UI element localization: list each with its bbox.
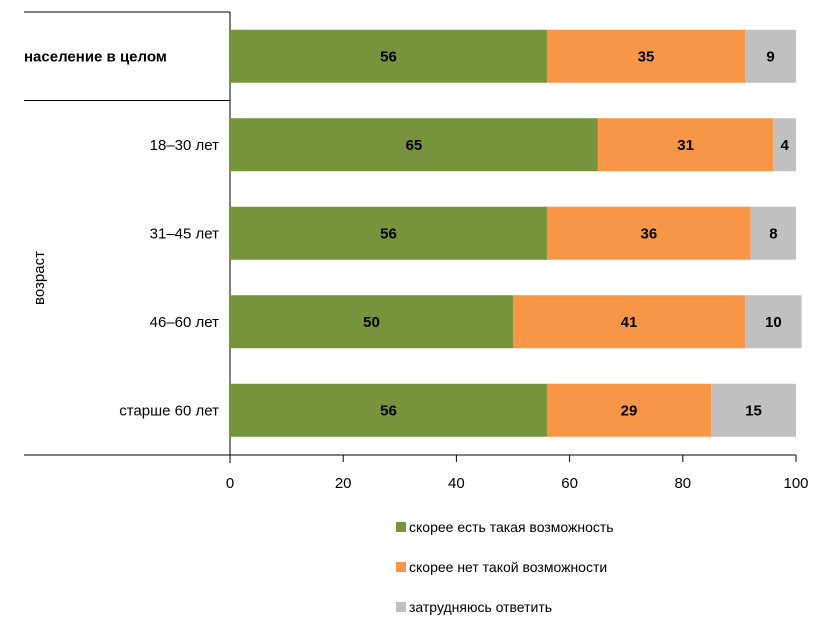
data-label: 56 — [380, 225, 397, 242]
bar-segment — [750, 206, 796, 260]
bar-segment — [597, 118, 774, 172]
bar-segment — [546, 206, 751, 260]
data-label: 9 — [766, 48, 774, 65]
bar-segment — [745, 29, 796, 83]
data-label: 56 — [380, 402, 397, 419]
bar-segment — [745, 295, 802, 349]
bar-segment — [546, 383, 712, 437]
legend-swatch — [396, 522, 406, 532]
x-tick-label: 20 — [335, 475, 352, 492]
bars: 56 35 9 65 31 4 56 36 8 50 41 10 56 29 15 — [230, 29, 802, 437]
data-label: 35 — [638, 48, 655, 65]
data-label: 10 — [765, 314, 782, 331]
category-label: старше 60 лет — [119, 402, 219, 419]
x-tick-label: 80 — [674, 475, 691, 492]
data-label: 15 — [745, 402, 762, 419]
legend-label: скорее нет такой возможности — [409, 559, 607, 575]
x-tick-label: 40 — [448, 475, 465, 492]
category-label: население в целом — [24, 48, 167, 65]
x-tick-label: 60 — [561, 475, 578, 492]
category-label: 31–45 лет — [150, 225, 219, 242]
category-label: 18–30 лет — [150, 137, 219, 154]
legend-label: затрудняюсь ответить — [409, 599, 552, 615]
legend: скорее есть такая возможность скорее нет … — [396, 519, 614, 615]
group-label-age: возраст — [31, 251, 48, 305]
legend-label: скорее есть такая возможность — [409, 519, 614, 535]
bar-segment — [230, 206, 547, 260]
category-label: 46–60 лет — [150, 314, 219, 331]
x-tick-label: 100 — [783, 475, 808, 492]
bar-segment — [513, 295, 746, 349]
data-label: 8 — [769, 225, 777, 242]
x-axis-ticks: 0 20 40 60 80 100 — [226, 455, 809, 492]
data-label: 31 — [677, 137, 694, 154]
bar-segment — [546, 29, 746, 83]
data-label: 50 — [363, 314, 380, 331]
legend-swatch — [396, 562, 406, 572]
data-label: 29 — [621, 402, 638, 419]
bar-segment — [230, 118, 598, 172]
bar-segment — [711, 383, 796, 437]
data-label: 56 — [380, 48, 397, 65]
data-label: 41 — [621, 314, 638, 331]
data-label: 4 — [781, 137, 790, 154]
legend-swatch — [396, 602, 406, 612]
x-tick-label: 0 — [226, 475, 234, 492]
data-label: 65 — [406, 137, 423, 154]
bar-segment — [773, 118, 796, 172]
category-labels: население в целом 18–30 лет 31–45 лет 46–60… — [24, 48, 219, 419]
bar-segment — [230, 383, 547, 437]
bar-segment — [230, 29, 547, 83]
bar-segment — [230, 295, 513, 349]
data-label: 36 — [640, 225, 657, 242]
